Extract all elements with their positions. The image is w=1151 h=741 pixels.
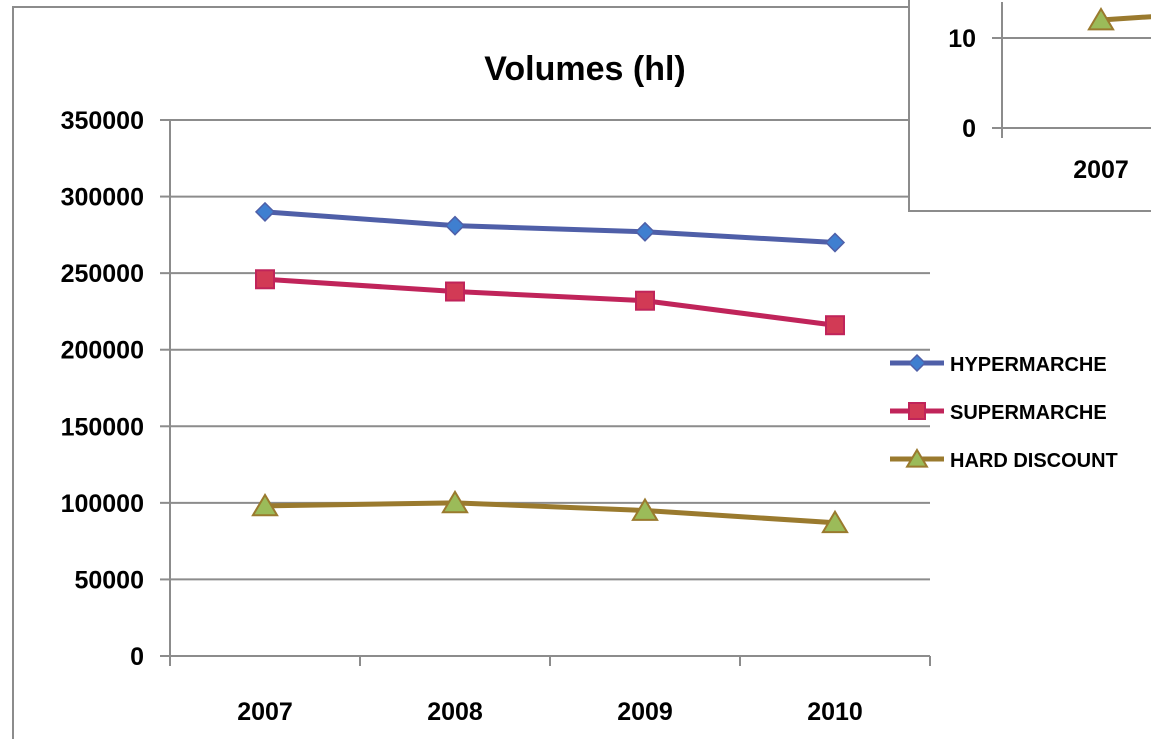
series-line <box>264 500 836 526</box>
y-tick-label: 350000 <box>61 107 144 135</box>
series-layer <box>251 201 849 534</box>
data-point-marker <box>631 497 659 521</box>
legend-marker <box>907 353 927 373</box>
data-point-marker <box>634 221 656 242</box>
y-tick-label: 200000 <box>61 337 144 365</box>
gridlines <box>160 119 930 657</box>
data-point-marker <box>821 509 849 534</box>
y-tick-labels: 0 50000 100000 150000 200000 250000 300000 3500… <box>61 107 144 671</box>
axes <box>169 120 931 666</box>
inset-chart-svg: 0 10 2007 <box>948 2 1151 184</box>
inset-data-point-marker <box>1087 7 1115 31</box>
y-tick-label: 250000 <box>61 260 144 288</box>
inset-series <box>1087 7 1151 31</box>
y-tick-label: 0 <box>130 643 144 671</box>
legend-label: HARD DISCOUNT <box>950 450 1118 472</box>
chart-title: Volumes (hl) <box>484 50 686 88</box>
legend-label: SUPERMARCHE <box>950 402 1107 424</box>
y-tick-label: 100000 <box>61 490 144 518</box>
x-tick-label: 2008 <box>427 698 483 726</box>
series-hard-discount <box>251 489 849 534</box>
legend-marker <box>908 402 926 420</box>
data-point-marker <box>635 290 655 311</box>
inset-chart: 0 10 2007 <box>908 0 1151 212</box>
data-point-marker <box>441 489 469 514</box>
inset-y-tick-label: 0 <box>962 115 976 143</box>
inset-x-tick-label: 2007 <box>1073 156 1129 184</box>
legend-item: SUPERMARCHE <box>890 402 1107 424</box>
data-point-marker <box>255 269 275 290</box>
legend-marker <box>905 448 929 468</box>
legend-item: HARD DISCOUNT <box>890 448 1118 472</box>
inset-plot: 0 10 2007 <box>948 2 1151 184</box>
legend-label: HYPERMARCHE <box>950 354 1107 376</box>
data-point-marker <box>444 215 466 236</box>
x-tick-label: 2007 <box>237 698 293 726</box>
series-line <box>264 276 836 328</box>
data-point-marker <box>824 232 846 253</box>
inset-series-line <box>1100 14 1151 23</box>
series-supermarche <box>255 269 845 336</box>
legend: HYPERMARCHE SUPERMARCHE HARD DISCOUNT <box>890 353 1118 472</box>
series-hypermarche <box>254 201 846 253</box>
x-tick-label: 2009 <box>617 698 673 726</box>
data-point-marker <box>251 492 279 517</box>
y-tick-label: 150000 <box>61 413 144 441</box>
legend-item: HYPERMARCHE <box>890 353 1107 376</box>
x-tick-label: 2010 <box>807 698 863 726</box>
y-tick-label: 300000 <box>61 184 144 212</box>
data-point-marker <box>445 281 465 302</box>
series-line <box>264 209 836 246</box>
data-point-marker <box>825 315 845 336</box>
inset-y-tick-label: 10 <box>948 25 976 53</box>
y-tick-label: 50000 <box>74 566 144 594</box>
data-point-marker <box>254 201 276 222</box>
x-tick-labels: 2007 2008 2009 2010 <box>237 698 863 726</box>
